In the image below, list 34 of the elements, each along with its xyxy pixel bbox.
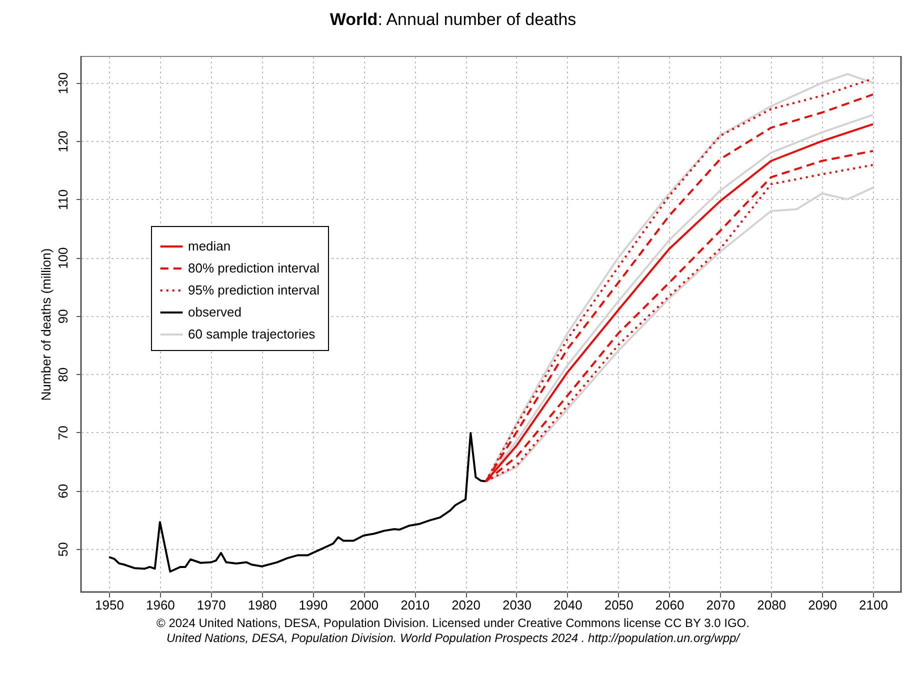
y-axis-title: Number of deaths (million) xyxy=(38,248,54,401)
x-tick-label: 2050 xyxy=(604,598,634,612)
x-tick-label: 2040 xyxy=(553,598,582,612)
x-tick-label: 1980 xyxy=(248,598,277,612)
y-tick-label: 80 xyxy=(56,367,70,382)
chart-title: World: Annual number of deaths xyxy=(328,9,578,31)
x-tick-label: 2030 xyxy=(502,598,532,612)
y-tick-label: 60 xyxy=(56,484,70,498)
legend-label: observed xyxy=(188,304,242,320)
text: United Nations, DESA, Population Division. World Population Prospects 2024 . http://population.un.org/wpp/ xyxy=(166,631,742,646)
y-tick-label: 100 xyxy=(56,247,70,269)
x-tick-label: 1950 xyxy=(95,598,124,612)
legend-label: 80% prediction interval xyxy=(188,260,320,276)
legend-label: median xyxy=(188,238,231,254)
legend-label: 95% prediction interval xyxy=(188,282,320,298)
y-tick-label: 70 xyxy=(56,426,70,440)
x-tick-label: 2020 xyxy=(452,598,480,612)
x-tick-label: 2090 xyxy=(808,598,838,612)
x-tick-label: 2000 xyxy=(350,598,379,612)
y-tick-label: 110 xyxy=(56,189,70,210)
x-tick-label: 2080 xyxy=(757,598,786,612)
y-tick-label: 120 xyxy=(56,130,70,152)
x-tick-label: 1970 xyxy=(196,598,226,612)
y-tick-label: 90 xyxy=(56,309,70,324)
text: © 2024 United Nations, DESA, Population Division. Licensed under Creative Commons license CC BY 3.0 IGO. xyxy=(156,616,750,631)
x-tick-label: 2010 xyxy=(400,598,430,612)
y-tick-label: 50 xyxy=(56,542,70,557)
x-tick-label: 1960 xyxy=(146,598,175,612)
x-tick-label: 2070 xyxy=(706,598,736,612)
x-tick-label: 2060 xyxy=(655,598,684,612)
x-tick-label: 1990 xyxy=(298,598,328,612)
y-tick-label: 130 xyxy=(56,72,70,94)
legend-label: 60 sample trajectories xyxy=(188,326,316,342)
x-tick-label: 2100 xyxy=(859,598,888,612)
